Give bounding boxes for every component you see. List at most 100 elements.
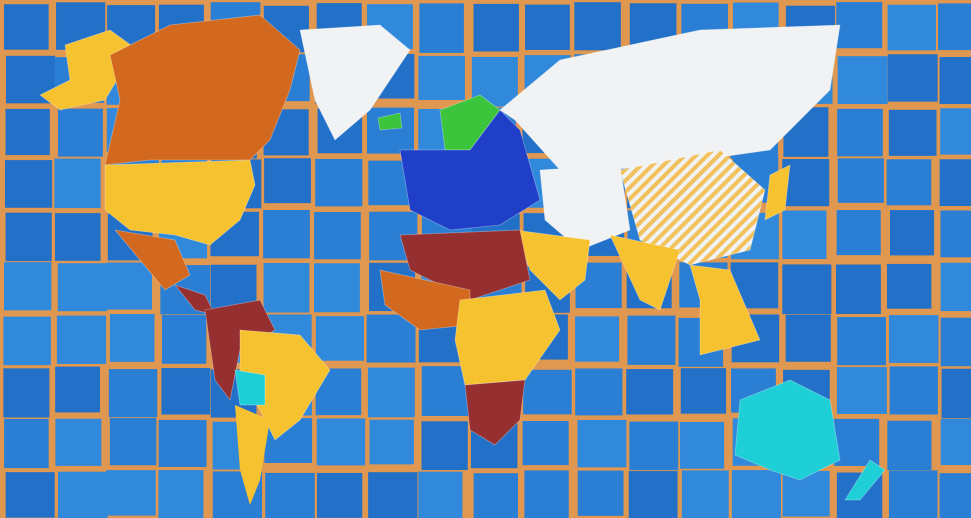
region-new-zealand — [844, 459, 886, 501]
ocean-tile — [887, 4, 936, 51]
ocean-tile — [681, 470, 729, 518]
ocean-tile — [5, 472, 55, 518]
ocean-tile — [836, 210, 881, 256]
ocean-tile — [629, 421, 679, 471]
ocean-tile — [106, 470, 156, 516]
ocean-tile — [5, 108, 50, 156]
ocean-tile — [108, 369, 158, 418]
region-southern-cone — [235, 405, 270, 505]
ocean-tile — [575, 368, 623, 416]
ocean-tile — [940, 262, 971, 312]
ocean-tile — [785, 314, 831, 362]
ocean-tile — [574, 2, 621, 51]
ocean-tile — [940, 317, 971, 367]
region-north-africa — [399, 229, 531, 301]
ocean-tile — [886, 263, 932, 309]
ocean-tile — [421, 421, 468, 471]
ocean-tile — [473, 473, 519, 518]
ocean-tile — [836, 264, 881, 314]
ocean-tile — [418, 55, 465, 100]
ocean-tile — [782, 470, 830, 517]
ocean-tile — [940, 210, 971, 258]
ocean-tile — [367, 367, 415, 418]
ocean-tile — [627, 315, 676, 365]
ocean-tile — [57, 108, 103, 157]
ocean-tile — [940, 418, 971, 466]
region-china — [619, 149, 766, 266]
region-iceland — [377, 112, 403, 131]
region-central-asia — [539, 164, 631, 251]
ocean-tile — [836, 367, 887, 414]
ocean-tile — [473, 3, 519, 52]
region-greenland — [299, 24, 411, 141]
ocean-tile — [161, 315, 207, 364]
region-middle-east — [514, 229, 591, 301]
ocean-tile — [626, 369, 674, 415]
ocean-tile — [836, 2, 883, 49]
ocean-tile — [888, 109, 937, 156]
region-west-africa — [379, 269, 471, 331]
ocean-tile — [367, 107, 415, 154]
region-japan — [764, 164, 791, 221]
ocean-tile — [837, 56, 888, 104]
ocean-tile — [3, 262, 52, 311]
ocean-tile — [4, 160, 53, 208]
region-bolivia — [234, 369, 266, 406]
ocean-tile — [316, 472, 363, 518]
ocean-tile — [834, 418, 880, 466]
ocean-tile — [368, 472, 418, 518]
ocean-tile — [939, 57, 971, 105]
region-alaska — [39, 29, 136, 111]
ocean-tile — [5, 212, 52, 262]
ocean-tile — [315, 158, 363, 207]
ocean-tile — [940, 108, 971, 155]
ocean-tile — [314, 211, 361, 260]
ocean-tile — [887, 54, 938, 102]
ocean-tile — [889, 366, 938, 415]
ocean-tile — [889, 210, 935, 256]
ocean-tile — [106, 262, 153, 310]
ocean-tile — [577, 470, 624, 516]
ocean-tile — [837, 158, 884, 203]
ocean-tile — [939, 473, 971, 518]
ocean-tile — [522, 421, 569, 466]
ocean-tile — [57, 263, 108, 312]
region-southeast-asia — [689, 264, 761, 356]
region-australia — [734, 379, 841, 481]
ocean-tile — [941, 368, 971, 419]
ocean-tile — [315, 316, 364, 361]
ocean-tile — [55, 366, 101, 413]
ocean-tile — [628, 471, 678, 518]
ocean-tile — [54, 158, 101, 209]
ocean-tile — [55, 213, 101, 261]
ocean-tile — [3, 316, 51, 366]
ocean-tile — [55, 418, 102, 466]
region-india — [609, 234, 681, 311]
region-europe — [399, 109, 541, 231]
ocean-tile — [939, 159, 971, 207]
region-canada — [104, 14, 301, 166]
ocean-tile — [680, 368, 727, 414]
ocean-tile — [4, 418, 49, 469]
region-united-states — [104, 159, 256, 246]
ocean-tile — [938, 3, 971, 51]
ocean-tile — [888, 315, 939, 363]
ocean-tile — [680, 421, 725, 469]
ocean-tile — [316, 418, 366, 466]
ocean-tile — [158, 470, 204, 518]
ocean-tile — [886, 159, 932, 206]
ocean-tile — [263, 210, 310, 259]
ocean-tile — [56, 315, 107, 364]
ocean-tile — [265, 472, 315, 518]
ocean-tile — [263, 262, 310, 313]
ocean-tile — [109, 418, 157, 466]
ocean-tile — [525, 4, 570, 50]
ocean-tile — [369, 419, 414, 465]
region-russia — [499, 24, 841, 171]
ocean-tile — [418, 471, 463, 518]
land-regions — [39, 14, 886, 505]
ocean-tile — [158, 419, 207, 468]
region-mexico — [114, 229, 191, 291]
ocean-tile — [3, 4, 49, 50]
